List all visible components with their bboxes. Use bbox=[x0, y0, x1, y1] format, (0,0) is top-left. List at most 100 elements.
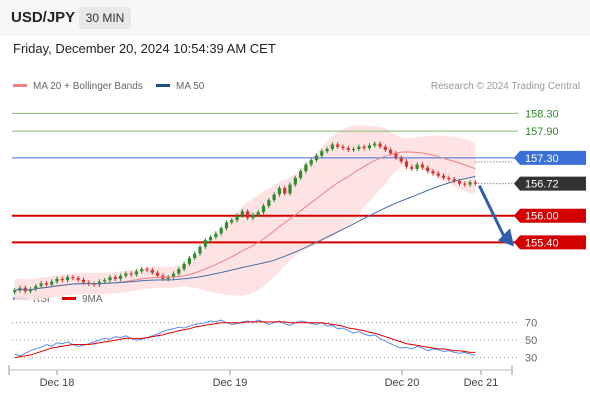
candle-body bbox=[60, 278, 64, 281]
candle-body bbox=[140, 269, 144, 272]
x-tick-label-3: Dec 21 bbox=[464, 377, 499, 389]
candle-body bbox=[219, 228, 223, 234]
candle-body bbox=[378, 143, 382, 147]
legend-ma20-label: MA 20 + Bollinger Bands bbox=[33, 81, 143, 92]
datetime-label: Friday, December 20, 2024 10:54:39 AM CE… bbox=[13, 41, 276, 56]
candle-body bbox=[251, 214, 255, 218]
candle-body bbox=[346, 148, 350, 150]
candle-body bbox=[13, 290, 17, 293]
candle-body bbox=[124, 273, 128, 276]
level-label-158-30: 158.30 bbox=[525, 108, 559, 120]
candle-body bbox=[468, 182, 472, 185]
candle-body bbox=[293, 177, 297, 185]
rsi-tick-70: 70 bbox=[525, 318, 537, 330]
candle-body bbox=[283, 188, 287, 194]
candle-body bbox=[431, 171, 435, 174]
candle-body bbox=[187, 257, 191, 264]
legend-rsi-label: RSI bbox=[33, 294, 50, 305]
candle-body bbox=[362, 146, 366, 149]
candle-body bbox=[203, 240, 207, 247]
candle-body bbox=[113, 277, 117, 279]
candle-body bbox=[44, 283, 49, 285]
candle-body bbox=[336, 144, 340, 147]
candle-body bbox=[92, 283, 96, 285]
candle-body bbox=[404, 161, 409, 167]
candle-body bbox=[357, 146, 361, 149]
candle-body bbox=[314, 155, 319, 161]
candle-body bbox=[39, 283, 43, 287]
candle-body bbox=[134, 271, 139, 275]
interval-button[interactable]: 30 MIN bbox=[79, 7, 131, 29]
candle-body bbox=[309, 160, 313, 165]
candle-body bbox=[177, 269, 181, 274]
candle-body bbox=[103, 280, 107, 282]
candle-body bbox=[145, 269, 149, 271]
candle-body bbox=[441, 175, 446, 178]
candle-body bbox=[272, 194, 276, 201]
candle-body bbox=[156, 272, 160, 276]
level-tag-resistance bbox=[514, 150, 586, 165]
rsi-tick-50: 50 bbox=[525, 335, 537, 347]
legend-ma20-swatch bbox=[13, 83, 27, 87]
candle-body bbox=[367, 145, 372, 149]
candle-body bbox=[166, 277, 170, 279]
candle-body bbox=[420, 164, 424, 168]
candle-body bbox=[76, 278, 80, 280]
candle-body bbox=[351, 148, 356, 150]
candle-body bbox=[452, 179, 456, 181]
level-label-156-00: 156.00 bbox=[525, 211, 559, 223]
candle-body bbox=[325, 148, 329, 152]
candle-body bbox=[81, 279, 86, 283]
candle-body bbox=[240, 211, 244, 216]
forecast-arrow-head bbox=[498, 228, 514, 247]
rsi-ma9-line bbox=[14, 321, 476, 359]
candle-body bbox=[267, 200, 271, 206]
candle-body bbox=[224, 222, 229, 229]
x-tick-label-0: Dec 18 bbox=[40, 377, 75, 389]
candle-body bbox=[399, 157, 403, 162]
candle-body bbox=[182, 263, 186, 270]
candle-body bbox=[288, 184, 292, 194]
legend-ma50-swatch bbox=[156, 83, 170, 87]
candle-body bbox=[129, 273, 133, 275]
candle-body bbox=[463, 183, 467, 185]
level-tag-support bbox=[514, 208, 586, 223]
candle-body bbox=[230, 220, 234, 223]
candle-body bbox=[436, 173, 440, 176]
candle-body bbox=[415, 164, 419, 169]
candle-body bbox=[330, 144, 334, 149]
x-tick-label-1: Dec 19 bbox=[213, 377, 248, 389]
level-tag-last bbox=[514, 176, 586, 191]
candle-body bbox=[261, 205, 266, 213]
level-tag-support bbox=[514, 235, 586, 250]
rsi-tick-30: 30 bbox=[525, 353, 537, 365]
candle-body bbox=[246, 211, 250, 218]
candle-body bbox=[214, 233, 218, 238]
candle-body bbox=[34, 286, 38, 290]
candle-body bbox=[341, 146, 345, 149]
x-tick-label-2: Dec 20 bbox=[385, 377, 420, 389]
symbol-label: USD/JPY bbox=[11, 9, 76, 26]
candle-body bbox=[383, 146, 387, 150]
level-label-155-40: 155.40 bbox=[525, 237, 559, 249]
level-label-157-90: 157.90 bbox=[525, 126, 559, 138]
candle-body bbox=[410, 166, 414, 169]
candle-body bbox=[256, 212, 260, 215]
candle-body bbox=[304, 164, 308, 172]
ma50-line bbox=[14, 176, 476, 291]
candle-body bbox=[373, 143, 377, 146]
legend-ma50-label: MA 50 bbox=[176, 81, 205, 92]
level-label-156-72: 156.72 bbox=[525, 179, 559, 191]
legend-ma9: 9MA bbox=[62, 294, 103, 305]
candle-body bbox=[66, 277, 70, 281]
rsi-line bbox=[14, 319, 476, 357]
candle-body bbox=[150, 269, 154, 273]
candle-body bbox=[473, 182, 477, 184]
candle-body bbox=[198, 246, 202, 254]
candle-body bbox=[389, 149, 393, 154]
candle-body bbox=[320, 151, 324, 156]
legend-ma50: MA 50 bbox=[156, 81, 204, 92]
candle-body bbox=[426, 167, 430, 172]
candle-body bbox=[28, 289, 33, 292]
